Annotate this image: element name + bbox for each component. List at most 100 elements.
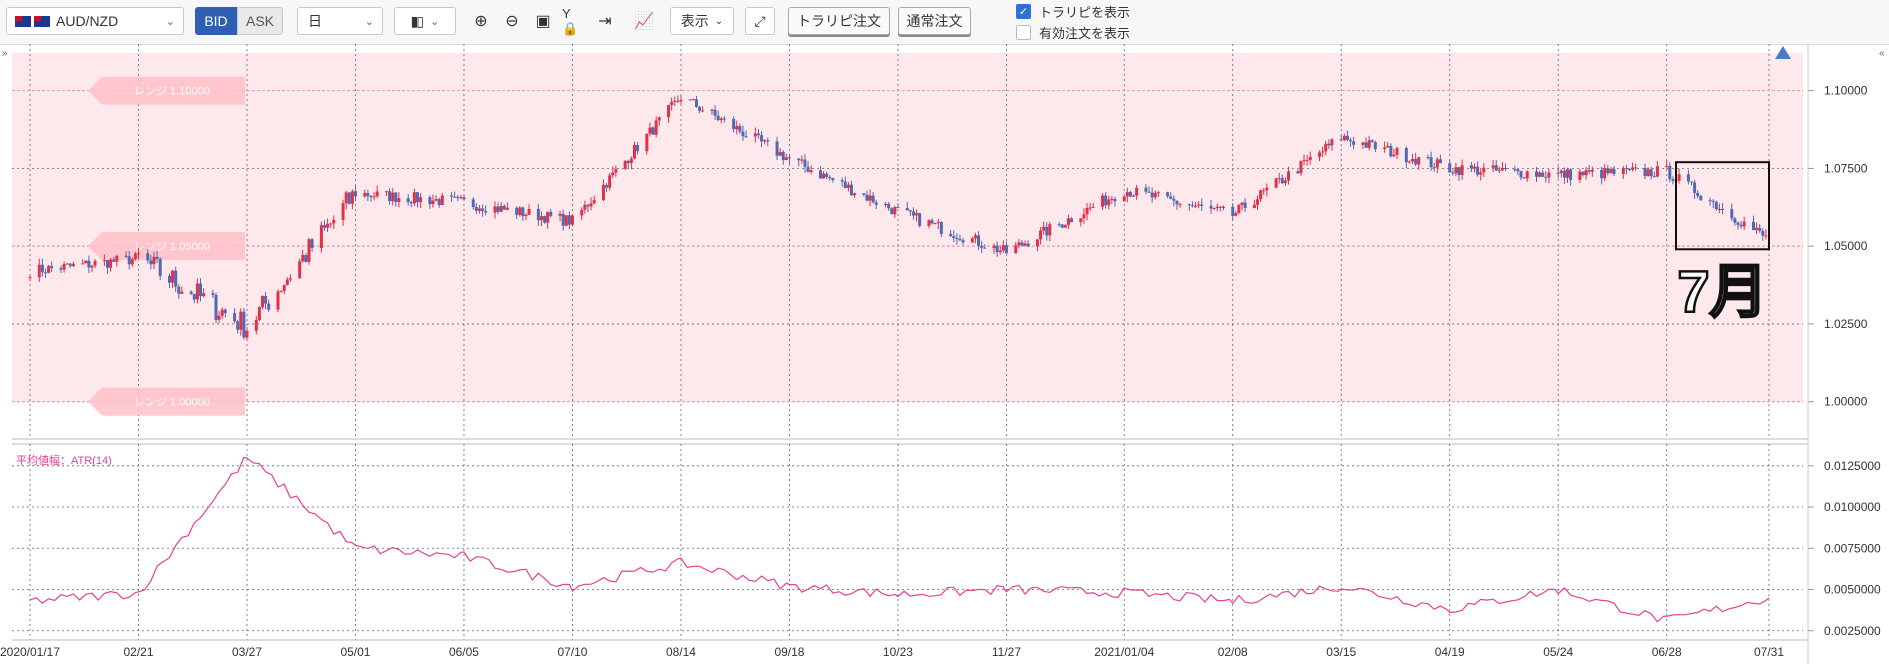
candle-body [865,194,869,201]
candle [608,172,612,191]
candle-body [1234,213,1238,216]
candle [1370,139,1374,143]
candle-body [350,191,354,204]
candle-body [1327,143,1331,146]
candle [394,192,398,207]
candle-body [1628,169,1632,171]
trap-repeat-order-button[interactable]: トラリピ注文 [788,7,890,35]
candle [1150,187,1154,203]
candle-body [65,263,69,265]
candle-body [983,247,987,249]
candle [698,105,702,114]
candle-body [524,214,528,217]
candle [939,221,943,238]
candle [1252,199,1256,209]
candle-body [307,239,311,262]
candle-body [1060,224,1064,228]
candle [1411,153,1415,164]
scroll-up-triangle-icon[interactable] [1775,46,1791,59]
chevron-down-icon: ⌄ [364,15,374,28]
y-axis-lock-icon[interactable]: Y🔒 [562,5,579,36]
candle-body [1128,191,1132,197]
candle-body [1711,200,1715,202]
candle [1677,168,1681,184]
candle-body [611,172,615,176]
candle [353,185,357,201]
price-chart[interactable]: » « 1.10000 1.07500 1.05000 1.02500 1.00000 レ… [0,44,1889,664]
candle [908,209,912,216]
candle [1144,183,1148,195]
candle-body [1110,199,1114,201]
jump-to-latest-icon[interactable]: ⇥ [598,13,612,30]
candle-body [890,208,894,215]
candle-body [1535,171,1539,177]
toolbar: AUD/NZD ⌄ BID ASK 日 ⌄ ▮▯ ⌄ ⊕ ⊖ ▣ Y🔒 ⇥ 📈 … [0,0,1889,45]
candle-body [1125,191,1129,197]
candle-body [970,238,974,243]
candle-body [1476,166,1480,175]
candle-body [586,204,590,207]
candle-body [1023,243,1027,246]
candle [242,308,246,340]
candle-body [701,110,705,112]
candle [1274,178,1278,189]
candle [93,259,97,269]
candle-body [710,109,714,111]
candle [1001,240,1005,253]
chart-type-select[interactable]: ▮▯ ⌄ [394,7,456,35]
candle [1652,171,1656,178]
candle-body [825,173,829,177]
candle [1634,163,1638,171]
candle [977,231,981,251]
normal-order-button[interactable]: 通常注文 [898,7,971,35]
candle [1178,202,1182,208]
collapse-sidebar-icon[interactable]: » [2,48,8,59]
candle [440,192,444,206]
candle-body [645,133,649,152]
candle-body [853,193,857,196]
timeframe-select[interactable]: 日 ⌄ [297,7,383,35]
candle-body [1370,140,1374,143]
expand-right-icon[interactable]: « [1879,48,1885,59]
display-menu-button[interactable]: 表示 ⌄ [670,7,734,35]
candle-body [158,258,162,276]
candle-body [846,184,850,188]
candle [1603,163,1607,182]
candle [133,251,137,261]
fullscreen-icon[interactable]: ⤢ [745,7,775,35]
candle-body [1392,154,1396,157]
candle-body [589,203,593,207]
candle-body [319,225,323,248]
candle-body [1088,207,1092,209]
bid-button[interactable]: BID [195,7,237,35]
candle-body [1178,204,1182,206]
candle [1519,170,1523,181]
x-tick-label: 08/14 [666,645,696,659]
candle [915,209,919,222]
candle-body [1717,208,1721,210]
candle-body [732,118,736,130]
show-valid-orders-checkbox[interactable]: 有効注文を表示 [1016,23,1130,42]
currency-pair-select[interactable]: AUD/NZD ⌄ [6,7,184,35]
candle-body [673,100,677,102]
candle [1212,207,1216,211]
zoom-in-icon[interactable]: ⊕ [474,13,488,30]
show-trap-repeat-checkbox[interactable]: ✓ トラリピを表示 [1016,2,1130,21]
candle-body [68,263,72,266]
candle-body [558,213,562,216]
candle [515,206,519,220]
candle [803,154,807,173]
candle [149,255,153,270]
candle [1187,203,1191,211]
candle-body [372,196,376,198]
zoom-out-icon[interactable]: ⊖ [505,13,519,30]
ask-button[interactable]: ASK [237,7,283,35]
candle-body [1448,163,1452,173]
add-indicator-icon[interactable]: 📈 [634,13,654,30]
fit-screen-icon[interactable]: ▣ [535,13,551,30]
candle-body [105,260,109,268]
candle [192,293,196,304]
candle [1305,154,1309,166]
candle [105,259,109,274]
candle-body [87,260,91,268]
